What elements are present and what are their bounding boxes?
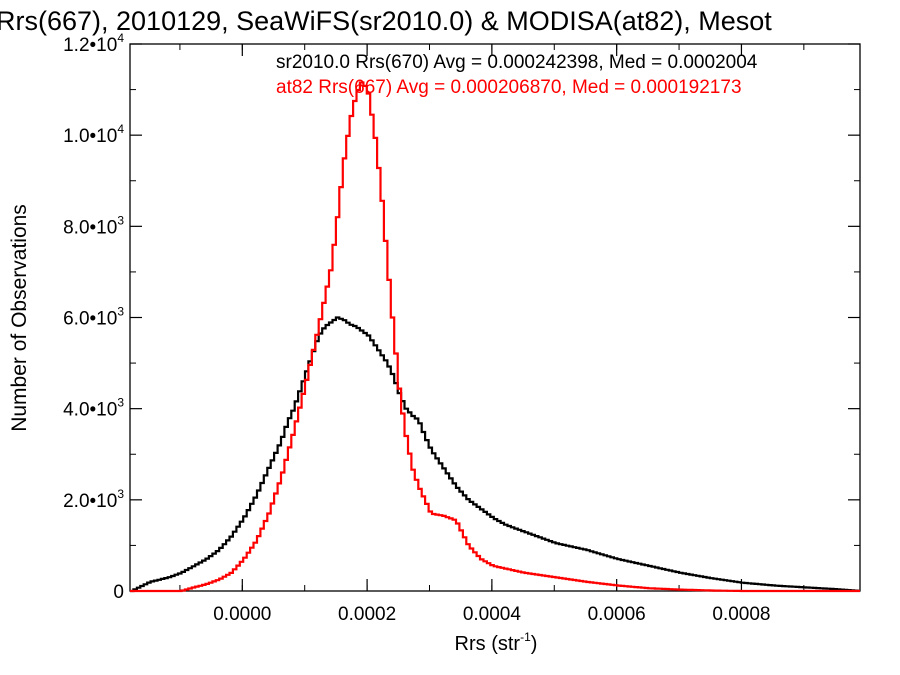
y-tick-exponent: 4 <box>117 122 124 136</box>
y-tick-label: 8.0•103 <box>63 213 124 238</box>
series-layer <box>130 81 860 593</box>
y-tick-mantissa: 1.2•10 <box>63 35 117 56</box>
x-tick-label: 0.0006 <box>588 604 646 625</box>
legend-entry-at82: at82 Rrs(667) Avg = 0.000206870, Med = 0… <box>276 77 742 98</box>
legend: sr2010.0 Rrs(670) Avg = 0.000242398, Med… <box>276 52 758 98</box>
x-axis-label-superscript: -1 <box>520 630 531 644</box>
y-tick-mantissa: 4.0•10 <box>63 400 117 421</box>
y-axis-label: Number of Observations <box>8 204 31 432</box>
y-tick-exponent: 3 <box>117 396 124 410</box>
y-tick-mantissa: 2.0•10 <box>63 491 117 512</box>
y-tick-exponent: 3 <box>117 487 124 501</box>
y-tick-label: 2.0•103 <box>63 487 124 512</box>
x-tick-label: 0.0000 <box>213 604 271 625</box>
y-tick-label: 1.2•104 <box>63 31 124 56</box>
y-axis: 02.0•1034.0•1036.0•1038.0•1031.0•1041.2•… <box>63 31 860 603</box>
x-axis-label-suffix: ) <box>531 633 538 655</box>
y-tick-exponent: 3 <box>117 213 124 227</box>
y-tick-mantissa: 8.0•10 <box>63 217 117 238</box>
x-axis: 0.0000 0.0002 0.0004 0.0006 0.0008 <box>179 44 805 625</box>
chart-title: Rrs(667), 2010129, SeaWiFS(sr2010.0) & M… <box>0 6 772 36</box>
y-tick-mantissa: 6.0•10 <box>63 309 117 330</box>
y-tick-label: 6.0•103 <box>63 305 124 330</box>
x-tick-label: 0.0004 <box>463 604 522 625</box>
y-tick-label: 4.0•103 <box>63 396 124 421</box>
x-axis-label: Rrs (str-1) <box>455 630 538 655</box>
x-tick-label: 0.0002 <box>338 604 396 625</box>
y-tick-mantissa: 0 <box>113 582 124 603</box>
y-tick-exponent: 3 <box>117 305 124 319</box>
y-tick-mantissa: 1.0•10 <box>63 126 117 147</box>
y-tick-exponent: 4 <box>117 31 124 45</box>
x-axis-label-text: Rrs (str <box>455 633 521 655</box>
plot-area <box>129 43 861 592</box>
series-at82-line <box>130 81 860 593</box>
series-sr2010.0-line <box>130 316 860 593</box>
y-tick-label: 0 <box>113 582 124 603</box>
y-tick-label: 1.0•104 <box>63 122 124 147</box>
x-tick-label: 0.0008 <box>712 604 770 625</box>
legend-entry-sr2010.0: sr2010.0 Rrs(670) Avg = 0.000242398, Med… <box>276 52 758 73</box>
